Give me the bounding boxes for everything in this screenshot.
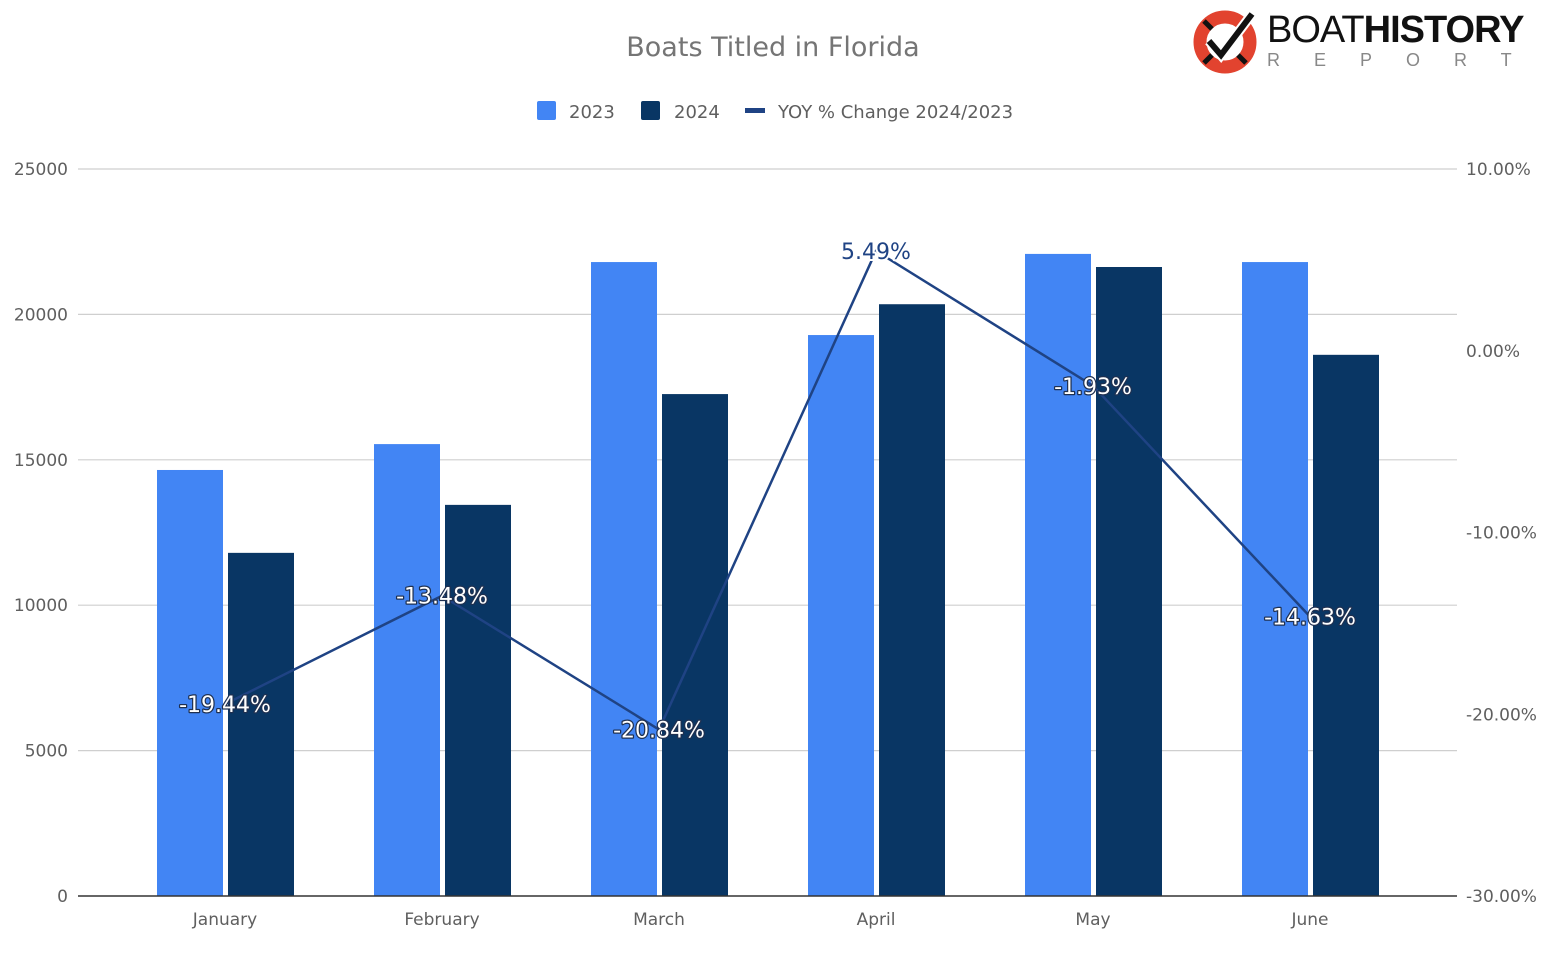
bar-2023 xyxy=(1025,253,1091,897)
bar-2024 xyxy=(879,304,945,896)
yoy-data-label: -19.44% xyxy=(179,693,271,718)
bar-2023 xyxy=(808,335,874,896)
left-axis-tick-label: 20000 xyxy=(14,305,68,325)
left-axis-tick-label: 10000 xyxy=(14,596,68,616)
bar-2023 xyxy=(374,444,440,896)
chart-title: Boats Titled in Florida xyxy=(626,32,919,63)
bar-2024 xyxy=(662,394,728,896)
x-axis-label: May xyxy=(1075,910,1110,930)
left-axis-tick-label: 25000 xyxy=(14,160,68,180)
left-axis-tick-label: 5000 xyxy=(25,742,68,762)
right-axis-tick-label: 0.00% xyxy=(1466,342,1520,362)
yoy-data-label: -1.93% xyxy=(1054,375,1132,400)
left-axis-tick-label: 0 xyxy=(57,887,68,907)
x-axis-label: April xyxy=(857,910,896,930)
left-axis-tick-label: 15000 xyxy=(14,451,68,471)
yoy-data-label: -13.48% xyxy=(396,585,488,610)
bar-2023 xyxy=(591,262,657,896)
yoy-data-label: 5.49% xyxy=(841,240,911,265)
x-axis-label: February xyxy=(404,910,479,930)
x-axis-label: March xyxy=(633,910,685,930)
legend-swatch-2023 xyxy=(537,101,556,120)
bar-2024 xyxy=(1096,266,1162,896)
right-axis-tick-label: -10.00% xyxy=(1466,524,1537,544)
bar-2023 xyxy=(157,469,223,896)
right-axis-tick-label: -20.00% xyxy=(1466,705,1537,725)
logo-word-boat: BOAT xyxy=(1267,9,1365,51)
legend-label-2024: 2024 xyxy=(674,102,720,123)
yoy-line xyxy=(224,249,1311,732)
yoy-data-label: -20.84% xyxy=(613,719,705,744)
lifebuoy-check-icon xyxy=(1193,10,1257,74)
legend-label-2023: 2023 xyxy=(569,102,615,123)
legend-swatch-2024 xyxy=(641,101,660,120)
right-axis-tick-label: 10.00% xyxy=(1466,160,1531,180)
logo-word-report: REPORT xyxy=(1267,50,1546,70)
bar-2024 xyxy=(1313,354,1379,897)
legend-swatch-yoy xyxy=(745,108,765,113)
x-axis-label: January xyxy=(192,910,257,930)
bar-2024 xyxy=(228,552,294,896)
bar-2024 xyxy=(445,504,511,896)
legend: 2023 2024 YOY % Change 2024/2023 xyxy=(537,101,1013,123)
x-axis-label: June xyxy=(1290,910,1328,930)
legend-label-yoy: YOY % Change 2024/2023 xyxy=(777,102,1013,123)
boat-history-report-logo: BOATHISTORY REPORT xyxy=(1192,8,1537,76)
yoy-data-label: -14.63% xyxy=(1264,606,1356,631)
logo-word-history: HISTORY xyxy=(1363,9,1525,51)
right-axis-tick-label: -30.00% xyxy=(1466,887,1537,907)
